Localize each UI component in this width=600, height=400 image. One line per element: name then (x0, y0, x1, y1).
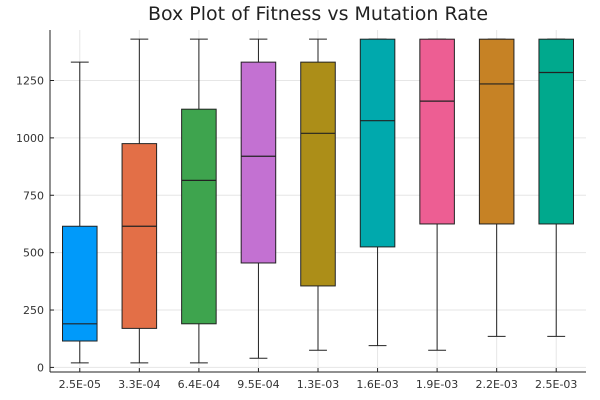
y-tick-label: 0 (37, 361, 44, 374)
y-tick-label: 250 (23, 304, 44, 317)
box-group (359, 38, 396, 347)
box-iqr (62, 225, 98, 342)
x-tick-label: 1.9E-03 (416, 378, 458, 391)
x-tick-label: 1.3E-03 (297, 378, 339, 391)
box-group (62, 61, 98, 364)
chart-title: Box Plot of Fitness vs Mutation Rate (148, 3, 488, 25)
box-iqr (359, 38, 396, 248)
box-group (121, 38, 158, 364)
box-iqr (300, 61, 336, 287)
x-tick-label: 3.3E-04 (118, 378, 160, 391)
box-group (300, 38, 336, 351)
box-iqr (478, 38, 515, 225)
box-iqr (121, 143, 158, 329)
x-tick-label: 2.5E-05 (59, 378, 101, 391)
x-tick-label: 1.6E-03 (356, 378, 398, 391)
box-iqr (240, 61, 277, 264)
box-iqr (181, 108, 217, 325)
y-tick-label: 1000 (16, 132, 44, 145)
y-tick-label: 750 (23, 189, 44, 202)
x-tick-label: 2.2E-03 (475, 378, 517, 391)
x-tick-label: 6.4E-04 (178, 378, 220, 391)
box-group (478, 38, 515, 337)
x-tick-label: 9.5E-04 (237, 378, 279, 391)
box-group (419, 38, 455, 351)
axis-layer: 0 250 500 750 1000 1250 2.5E-05 3.3E-04 6.4E-04 9… (16, 30, 586, 391)
y-tick-label: 1250 (16, 74, 44, 87)
box-group (538, 38, 574, 337)
box-group (240, 38, 277, 359)
box-layer (62, 38, 574, 364)
box-group (181, 38, 217, 364)
x-tick-label: 2.5E-03 (535, 378, 577, 391)
box-iqr (538, 38, 574, 225)
y-tick-label: 500 (23, 247, 44, 260)
box-iqr (419, 38, 455, 225)
